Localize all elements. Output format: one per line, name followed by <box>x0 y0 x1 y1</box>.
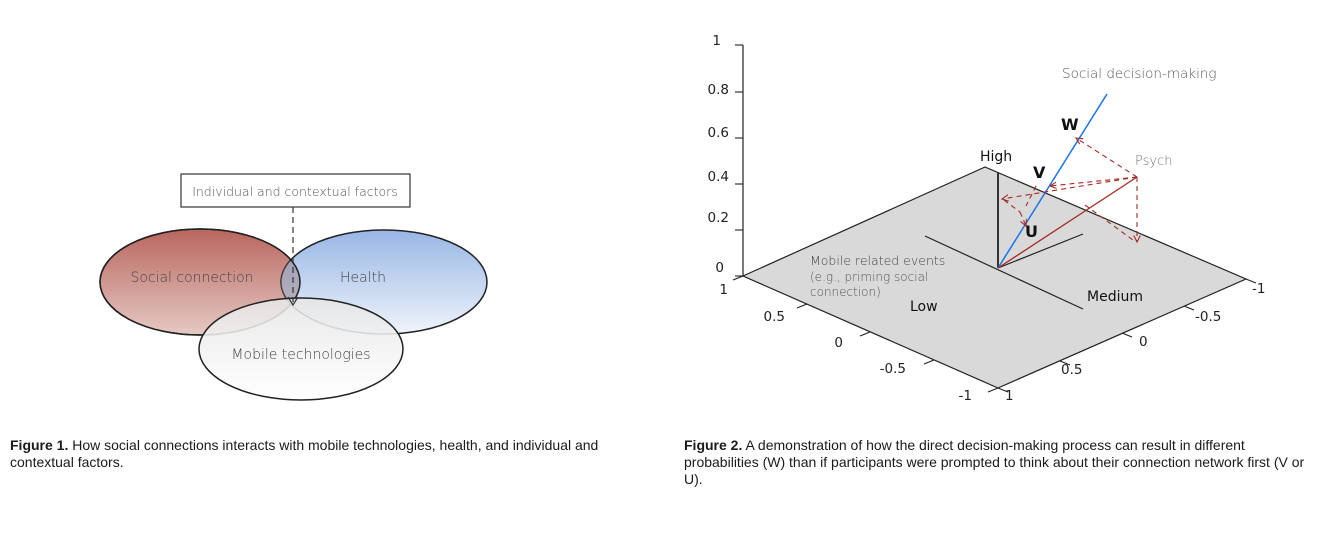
high-label: High <box>980 149 1012 165</box>
left-tick-neg1: -1 <box>959 388 972 404</box>
z-tick-0.4: 0.4 <box>708 169 729 185</box>
v-label: V <box>1033 163 1046 182</box>
venn-diagram: Individual and contextual factors Social… <box>99 173 488 401</box>
mobile-events-label-3: connection) <box>810 285 881 299</box>
right-tick-neg1: -1 <box>1252 281 1265 297</box>
left-tick-1: 1 <box>719 282 728 298</box>
right-tick-0: 0 <box>1139 334 1148 350</box>
figure1-caption-label: Figure 1. <box>10 437 69 453</box>
figure1-caption: Figure 1. How social connections interac… <box>10 437 650 471</box>
mobile-events-label-2: (e.g., priming social <box>810 270 928 284</box>
health-label: Health <box>340 270 386 286</box>
mobile-events-label-1: Mobile related events <box>810 253 945 268</box>
z-axis-ticks <box>735 44 743 277</box>
low-label: Low <box>910 299 938 315</box>
medium-label: Medium <box>1087 289 1143 305</box>
left-tick-0.5: 0.5 <box>764 309 785 325</box>
right-tick-neg0.5: -0.5 <box>1195 309 1221 325</box>
figure2-caption: Figure 2. A demonstration of how the dir… <box>684 437 1314 488</box>
left-axis-ticks <box>732 275 999 393</box>
mobile-technologies-label: Mobile technologies <box>231 347 370 363</box>
social-decision-vector <box>997 93 1108 269</box>
z-tick-0.6: 0.6 <box>708 125 729 141</box>
w-label: W <box>1061 115 1079 134</box>
figure1-caption-text: How social connections interacts with mo… <box>10 437 599 470</box>
z-tick-1: 1 <box>712 33 721 49</box>
z-tick-0.8: 0.8 <box>708 82 729 98</box>
figure2-caption-text: A demonstration of how the direct decisi… <box>684 437 1305 487</box>
psych-vector <box>997 176 1138 269</box>
z-tick-0.2: 0.2 <box>708 210 729 226</box>
right-axis-ticks <box>997 278 1257 393</box>
probability-space-3d-plot: 0 0.2 0.4 0.6 0.8 1 1 0.5 0 -0.5 -1 -1 -… <box>708 33 1266 404</box>
mobile-technologies-circle <box>198 297 404 401</box>
projection-lines <box>1002 138 1137 242</box>
social-connection-label: Social connection <box>130 270 253 286</box>
social-decision-making-label: Social decision-making <box>1062 66 1217 82</box>
psych-label: Psych <box>1135 154 1172 169</box>
right-tick-0.5: 0.5 <box>1061 362 1082 378</box>
center-to-right-axis <box>997 233 1084 269</box>
figure2-caption-label: Figure 2. <box>684 437 743 453</box>
left-tick-0: 0 <box>834 335 843 351</box>
right-tick-1: 1 <box>1005 388 1014 404</box>
u-label: U <box>1025 222 1038 241</box>
z-tick-0: 0 <box>715 260 724 276</box>
left-tick-neg0.5: -0.5 <box>880 361 906 377</box>
factors-box-label: Individual and contextual factors <box>192 184 398 199</box>
low-medium-axis <box>924 235 1084 310</box>
factors-box <box>180 173 411 208</box>
